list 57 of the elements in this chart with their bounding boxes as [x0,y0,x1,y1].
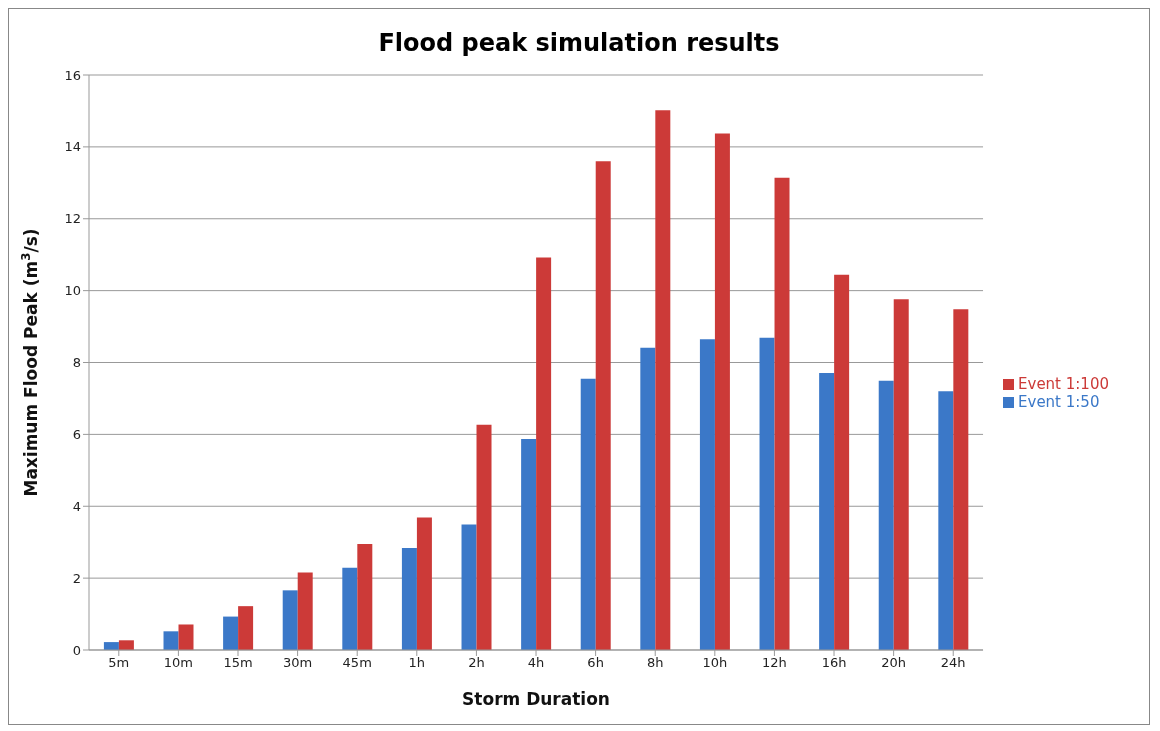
bar [357,543,373,650]
bar [580,378,596,650]
bar [819,372,835,650]
y-tick-label: 6 [72,426,81,442]
bar [342,567,358,650]
bar [401,547,417,650]
x-tick-label: 30m [283,655,313,671]
y-tick-label: 10 [64,283,81,299]
y-tick-label: 14 [64,139,81,155]
bar [699,339,715,650]
bar [163,631,179,650]
bar [640,347,656,650]
bar [118,640,134,650]
bar [238,606,254,650]
bar [878,380,894,650]
x-tick-label: 8h [646,655,664,671]
bar [938,391,954,650]
bar [297,572,313,650]
x-tick-label: 4h [527,655,545,671]
bar [834,274,850,650]
bar [223,616,239,650]
x-tick-label: 45m [342,655,372,671]
x-tick-label: 16h [821,655,847,671]
x-tick-label: 1h [408,655,426,671]
x-tick-label: 10h [702,655,728,671]
legend-label: Event 1:100 [1018,374,1109,393]
bar [714,133,730,650]
bar [282,590,298,650]
bar [759,337,775,650]
bar [178,624,194,650]
bar [953,309,969,650]
y-tick-label: 12 [64,211,81,227]
bar [521,439,537,650]
x-tick-label: 2h [468,655,485,671]
chart-title: Flood peak simulation results [377,29,781,59]
y-tick-label: 2 [72,570,81,586]
bar [416,517,432,650]
x-tick-label: 24h [940,655,966,671]
x-tick-label: 15m [223,655,253,671]
bar [774,177,790,650]
bar [893,299,909,650]
legend-label: Event 1:50 [1018,392,1100,411]
x-tick-label: 6h [587,655,604,671]
bar [536,257,552,650]
bar [476,424,492,650]
y-tick-label: 4 [72,498,81,514]
x-tick-label: 5m [108,655,130,671]
x-tick-label: 10m [163,655,194,671]
x-tick-label: 12h [762,655,787,671]
bar [655,110,671,650]
y-tick-label: 0 [72,642,81,658]
bar [461,524,477,650]
y-tick-label: 8 [72,355,81,371]
y-tick-label: 16 [64,67,81,83]
x-tick-label: 20h [881,655,907,671]
bar [595,161,611,650]
x-axis-title: Storm Duration [462,689,610,709]
